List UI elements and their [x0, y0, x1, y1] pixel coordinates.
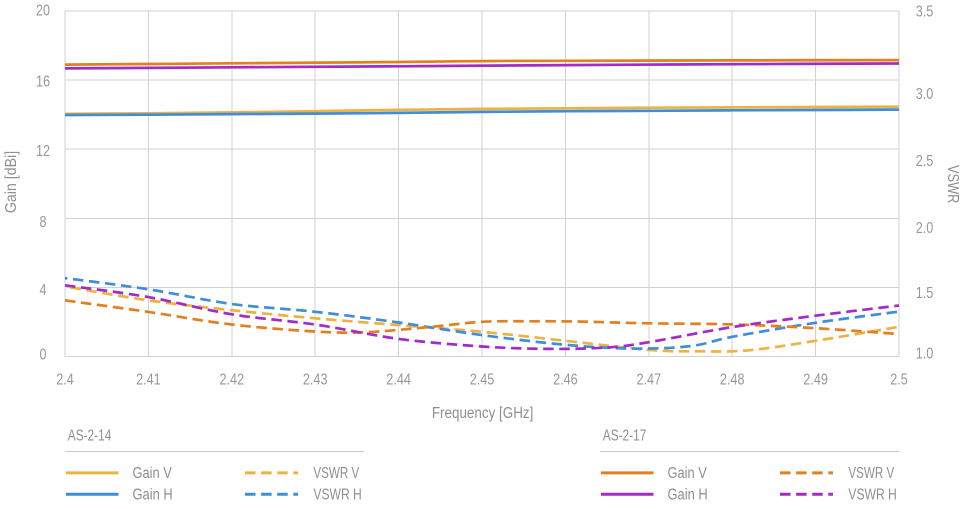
svg-text:VSWR V: VSWR V: [313, 465, 359, 482]
svg-text:Frequency [GHz]: Frequency [GHz]: [432, 405, 534, 422]
svg-text:VSWR H: VSWR H: [848, 487, 896, 504]
svg-text:3.0: 3.0: [916, 86, 934, 103]
svg-text:2.4: 2.4: [56, 371, 74, 388]
svg-text:2.45: 2.45: [470, 371, 495, 388]
svg-text:12: 12: [36, 143, 50, 160]
svg-text:1.0: 1.0: [916, 345, 934, 362]
svg-text:2.48: 2.48: [720, 371, 745, 388]
svg-text:AS-2-14: AS-2-14: [68, 428, 112, 445]
svg-text:2.47: 2.47: [637, 371, 662, 388]
svg-text:Gain H: Gain H: [133, 487, 173, 504]
svg-text:16: 16: [36, 74, 50, 91]
svg-text:VSWR: VSWR: [944, 165, 961, 204]
svg-text:Gain V: Gain V: [133, 465, 173, 482]
svg-text:1.5: 1.5: [916, 285, 934, 302]
svg-text:2.49: 2.49: [803, 371, 828, 388]
svg-text:Gain H: Gain H: [668, 487, 708, 504]
svg-text:2.0: 2.0: [916, 220, 934, 237]
svg-text:2.41: 2.41: [136, 371, 161, 388]
svg-text:2.44: 2.44: [386, 371, 411, 388]
svg-text:Gain [dBi]: Gain [dBi]: [3, 151, 20, 213]
svg-text:20: 20: [36, 3, 50, 20]
svg-text:0: 0: [40, 347, 47, 364]
svg-text:2.5: 2.5: [916, 153, 934, 170]
svg-text:2.5: 2.5: [890, 371, 908, 388]
svg-text:2.42: 2.42: [220, 371, 245, 388]
svg-text:8: 8: [40, 214, 47, 231]
svg-text:2.43: 2.43: [303, 371, 328, 388]
svg-text:3.5: 3.5: [916, 4, 934, 21]
svg-text:Gain V: Gain V: [668, 465, 708, 482]
svg-text:AS-2-17: AS-2-17: [603, 428, 647, 445]
svg-text:VSWR H: VSWR H: [313, 487, 361, 504]
svg-text:2.46: 2.46: [553, 371, 578, 388]
svg-text:VSWR V: VSWR V: [848, 465, 894, 482]
svg-text:4: 4: [40, 282, 47, 299]
